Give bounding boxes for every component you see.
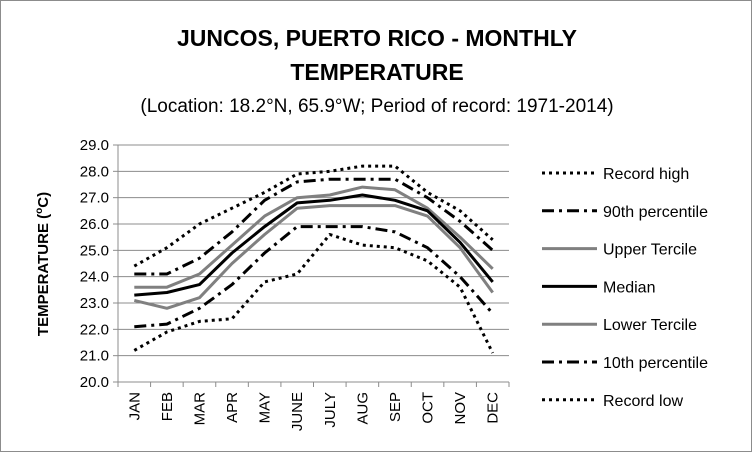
y-tick-label: 21.0 xyxy=(80,348,109,365)
x-tick-label: JUNE xyxy=(289,392,306,431)
y-tick-label: 26.0 xyxy=(80,216,109,233)
x-tick-label: SEP xyxy=(387,392,404,422)
x-tick-label: NOV xyxy=(452,392,469,425)
series-line-median xyxy=(134,193,494,297)
y-tick-label: 28.0 xyxy=(80,163,109,180)
y-tick-label: 23.0 xyxy=(80,295,109,312)
x-tick-label: MAY xyxy=(257,392,274,423)
legend: Record high 90th percentile Upper Tercile M… xyxy=(542,166,708,410)
y-axis-label: TEMPERATURE (oC) xyxy=(34,192,52,336)
series-lines xyxy=(133,164,495,354)
y-tick-label: 24.0 xyxy=(80,269,109,286)
chart-title-line-1: JUNCOS, PUERTO RICO - MONTHLY xyxy=(177,25,577,51)
x-tick-label: FEB xyxy=(159,392,176,421)
series-line-90th-percentile xyxy=(134,177,494,276)
y-tick-label: 29.0 xyxy=(80,137,109,154)
x-tick-label: MAR xyxy=(191,392,208,426)
y-axis-label-end: C) xyxy=(35,192,52,208)
chart-title-line-2: TEMPERATURE xyxy=(290,59,463,85)
y-tick-label: 27.0 xyxy=(80,190,109,207)
series-line-record-high xyxy=(133,164,494,268)
y-tick-label: 20.0 xyxy=(80,374,109,391)
legend-label: Median xyxy=(603,279,655,296)
legend-label: Lower Tercile xyxy=(603,317,697,334)
series-line-upper-tercile xyxy=(134,185,494,289)
legend-label: 90th percentile xyxy=(603,204,708,221)
legend-label: Upper Tercile xyxy=(603,242,697,259)
legend-label: Record high xyxy=(603,166,689,183)
y-tick-label: 25.0 xyxy=(80,242,109,259)
x-axis-ticks: JAN FEB MAR APR MAY JUNE JULY AUG SEP OCT NOV DEC xyxy=(117,382,510,431)
x-tick-label: APR xyxy=(224,392,241,423)
series-line-record-low xyxy=(133,233,495,354)
x-tick-label: DEC xyxy=(485,392,502,424)
legend-label: 10th percentile xyxy=(603,355,708,372)
chart-subtitle: (Location: 18.2°N, 65.9°W; Period of rec… xyxy=(140,96,613,117)
x-tick-label: AUG xyxy=(354,392,371,425)
x-tick-label: JULY xyxy=(322,392,339,428)
series-line-lower-tercile xyxy=(133,204,494,310)
x-tick-label: OCT xyxy=(420,392,437,424)
x-tick-label: JAN xyxy=(126,392,143,420)
y-tick-label: 22.0 xyxy=(80,321,109,338)
y-axis-ticks: 20.0 21.0 22.0 23.0 24.0 25.0 26.0 27.0 28.0 29.0 xyxy=(80,137,118,391)
y-axis-label-superscript: o xyxy=(34,208,45,214)
legend-label: Record low xyxy=(603,393,683,410)
y-axis-label-main: TEMPERATURE ( xyxy=(35,214,52,336)
